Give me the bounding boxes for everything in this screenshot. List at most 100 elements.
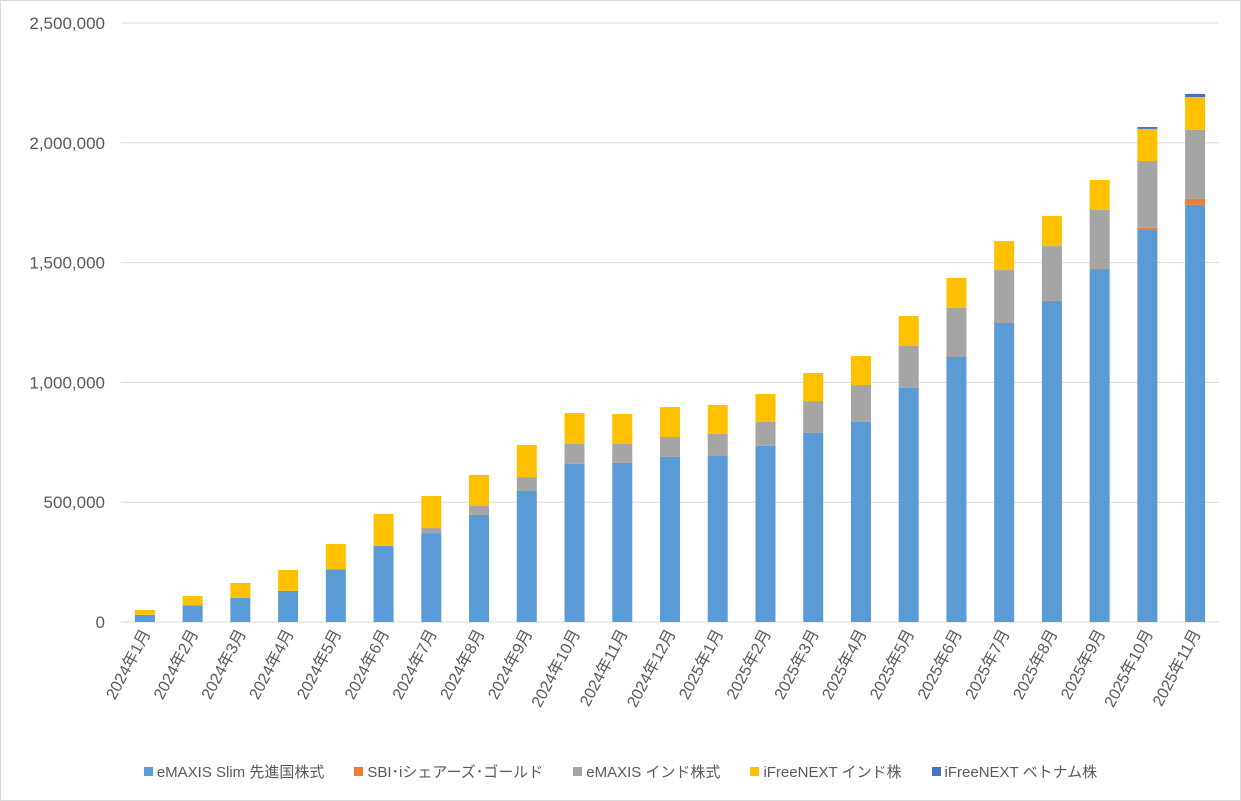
x-tick-label: 2025年10月	[1101, 626, 1157, 710]
legend-swatch	[143, 767, 153, 776]
bar-segment	[660, 437, 680, 457]
bar-segment	[1137, 227, 1158, 231]
x-tick-label: 2024年10月	[528, 626, 584, 710]
bar-segment	[850, 421, 871, 622]
y-tick-label: 2,500,000	[29, 14, 105, 33]
bar-segment	[1137, 230, 1158, 622]
bar-segment	[373, 546, 394, 622]
legend-label: iFreeNEXT ベトナム株	[944, 764, 1098, 781]
bar-segment	[182, 605, 203, 622]
legend-item: iFreeNEXT ベトナム株	[931, 761, 1098, 782]
bar-segment	[1185, 93, 1206, 98]
bar-segment	[850, 385, 871, 422]
x-tick-label: 2024年2月	[150, 626, 202, 702]
bar-segment	[278, 590, 299, 622]
legend-item: eMAXIS Slim 先進国株式	[143, 761, 325, 782]
bar-segment	[1137, 128, 1158, 162]
bar-segment	[230, 582, 251, 599]
bar-segment	[564, 413, 585, 444]
x-tick-label: 2024年8月	[437, 626, 489, 702]
bar-segment	[516, 477, 537, 491]
bar-segment	[946, 357, 967, 622]
bar-segment	[803, 373, 824, 402]
legend-swatch	[354, 767, 364, 776]
x-tick-label: 2025年4月	[819, 626, 871, 702]
bar-segment	[1041, 215, 1062, 247]
bar-segment	[946, 307, 967, 358]
bar-segment	[660, 407, 680, 438]
bar-segment	[994, 241, 1015, 271]
bar-segment	[898, 387, 919, 622]
x-tick-label: 2025年5月	[866, 626, 918, 702]
legend-swatch	[750, 767, 760, 776]
bar-segment	[469, 506, 490, 515]
bar-segment	[1089, 179, 1110, 210]
legend-label: eMAXIS インド株式	[586, 764, 721, 781]
stacked-bar-chart: 0 500,000 1,000,000 1,500,000 2,000,000 2,500…	[29, 14, 1219, 710]
bar-segment	[1185, 97, 1206, 130]
bar-segment	[421, 528, 442, 534]
x-tick-label: 2024年4月	[246, 626, 298, 702]
legend-item: eMAXIS インド株式	[573, 761, 720, 782]
bar-segment	[564, 443, 585, 464]
x-tick-label: 2025年3月	[771, 626, 823, 702]
legend-swatch	[931, 767, 941, 776]
bar-segment	[755, 421, 776, 446]
legend: eMAXIS Slim 先進国株式 SBI･iシェアーズ･ゴールド eMAXIS イ…	[1, 761, 1240, 782]
legend-swatch	[573, 767, 583, 776]
bar-segment	[612, 443, 633, 463]
bar-segment	[707, 433, 728, 456]
bar-segment	[469, 474, 490, 507]
x-tick-label: 2024年3月	[198, 626, 250, 702]
bar-segment	[898, 316, 919, 346]
bar-segment	[803, 432, 824, 622]
legend-item: iFreeNEXT インド株	[750, 761, 902, 782]
bar-segment	[1089, 269, 1110, 622]
bar-segment	[1137, 161, 1158, 228]
bar-segment	[1041, 246, 1062, 301]
bar-segment	[278, 570, 299, 591]
legend-item: SBI･iシェアーズ･ゴールド	[354, 761, 543, 782]
bar-segment	[755, 393, 776, 422]
bar-segment	[994, 270, 1015, 323]
x-tick-label: 2024年1月	[103, 626, 155, 702]
x-tick-label: 2024年9月	[485, 626, 537, 702]
bar-segment	[1137, 126, 1158, 129]
bar-segment	[612, 462, 633, 622]
bar-segment	[421, 495, 442, 529]
x-tick-label: 2025年2月	[723, 626, 775, 702]
bar-segment	[707, 404, 728, 434]
x-tick-label: 2024年5月	[294, 626, 346, 702]
y-tick-label: 500,000	[44, 493, 105, 512]
bar-segment	[469, 514, 490, 622]
bar-segment	[564, 463, 585, 622]
bar-segment	[134, 614, 155, 622]
bar-segment	[755, 445, 776, 622]
bar-segment	[182, 596, 203, 606]
bar-segment	[850, 356, 871, 386]
legend-label: eMAXIS Slim 先進国株式	[156, 764, 325, 781]
bar-segment	[325, 543, 346, 570]
y-tick-label: 1,000,000	[29, 373, 105, 392]
bar-segment	[421, 533, 442, 622]
x-tick-label: 2024年7月	[389, 626, 441, 702]
x-tick-label: 2025年7月	[962, 626, 1014, 702]
bar-segment	[898, 345, 919, 388]
bar-segment	[803, 401, 824, 433]
y-tick-label: 1,500,000	[29, 254, 105, 273]
x-tick-label: 2025年1月	[675, 626, 727, 702]
bar-segment	[1185, 129, 1206, 199]
bar-segment	[325, 569, 346, 622]
x-tick-label: 2024年11月	[576, 626, 631, 709]
bar-segment	[516, 444, 537, 478]
x-tick-label: 2025年8月	[1010, 626, 1062, 702]
bar-segment	[516, 490, 537, 622]
bar-segment	[1041, 300, 1062, 622]
x-tick-label: 2025年11月	[1149, 626, 1204, 709]
x-tick-label: 2024年12月	[624, 626, 680, 710]
bar-segment	[1185, 204, 1206, 623]
x-tick-label: 2025年6月	[914, 626, 966, 702]
y-tick-label: 0	[96, 613, 105, 632]
bar-segment	[1089, 209, 1110, 270]
